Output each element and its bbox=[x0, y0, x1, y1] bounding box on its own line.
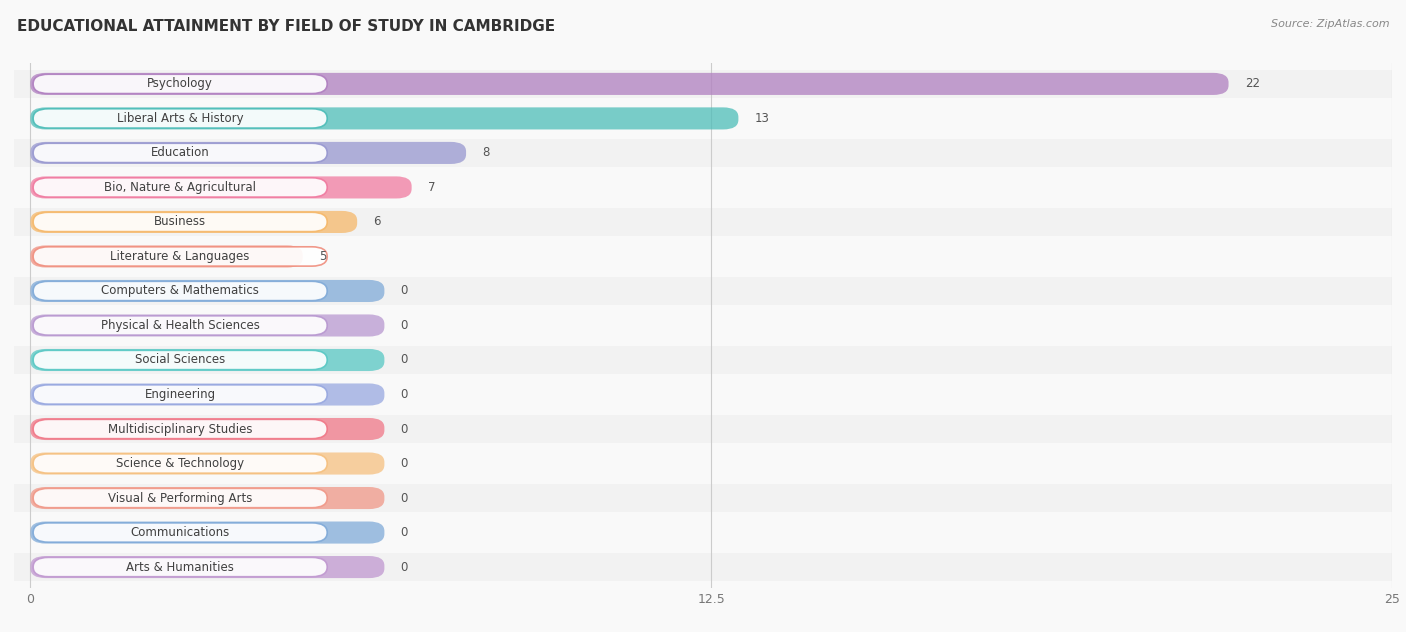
Text: Bio, Nature & Agricultural: Bio, Nature & Agricultural bbox=[104, 181, 256, 194]
Bar bbox=[14, 243, 1392, 270]
FancyBboxPatch shape bbox=[31, 142, 467, 164]
Bar bbox=[14, 208, 1392, 236]
Bar bbox=[14, 553, 1392, 581]
FancyBboxPatch shape bbox=[34, 420, 328, 439]
Bar bbox=[14, 380, 1392, 408]
Text: 13: 13 bbox=[755, 112, 769, 125]
Text: Physical & Health Sciences: Physical & Health Sciences bbox=[101, 319, 260, 332]
FancyBboxPatch shape bbox=[31, 384, 384, 406]
Text: Liberal Arts & History: Liberal Arts & History bbox=[117, 112, 243, 125]
Text: 0: 0 bbox=[401, 561, 408, 574]
FancyBboxPatch shape bbox=[31, 349, 384, 371]
Text: Literature & Languages: Literature & Languages bbox=[111, 250, 250, 263]
FancyBboxPatch shape bbox=[31, 556, 384, 578]
FancyBboxPatch shape bbox=[34, 212, 328, 231]
Bar bbox=[14, 519, 1392, 546]
Text: Science & Technology: Science & Technology bbox=[117, 457, 245, 470]
Bar bbox=[14, 312, 1392, 339]
FancyBboxPatch shape bbox=[34, 281, 328, 301]
Text: 0: 0 bbox=[401, 319, 408, 332]
Text: 22: 22 bbox=[1244, 77, 1260, 90]
FancyBboxPatch shape bbox=[31, 453, 384, 475]
FancyBboxPatch shape bbox=[34, 178, 328, 197]
FancyBboxPatch shape bbox=[34, 350, 328, 370]
Text: 0: 0 bbox=[401, 284, 408, 298]
FancyBboxPatch shape bbox=[34, 246, 328, 266]
Text: 6: 6 bbox=[374, 216, 381, 228]
Text: 7: 7 bbox=[427, 181, 436, 194]
Text: 0: 0 bbox=[401, 492, 408, 504]
Bar bbox=[14, 450, 1392, 477]
Text: 0: 0 bbox=[401, 388, 408, 401]
FancyBboxPatch shape bbox=[31, 521, 384, 544]
FancyBboxPatch shape bbox=[31, 315, 384, 336]
Text: Social Sciences: Social Sciences bbox=[135, 353, 225, 367]
FancyBboxPatch shape bbox=[34, 557, 328, 577]
FancyBboxPatch shape bbox=[31, 418, 384, 440]
FancyBboxPatch shape bbox=[31, 245, 302, 267]
FancyBboxPatch shape bbox=[34, 523, 328, 542]
Text: Arts & Humanities: Arts & Humanities bbox=[127, 561, 235, 574]
Text: Business: Business bbox=[155, 216, 207, 228]
Bar bbox=[14, 415, 1392, 443]
Bar bbox=[14, 174, 1392, 201]
Text: 5: 5 bbox=[319, 250, 326, 263]
Text: Psychology: Psychology bbox=[148, 77, 214, 90]
Bar bbox=[14, 346, 1392, 374]
Text: Multidisciplinary Studies: Multidisciplinary Studies bbox=[108, 423, 253, 435]
Text: 0: 0 bbox=[401, 457, 408, 470]
Text: Source: ZipAtlas.com: Source: ZipAtlas.com bbox=[1271, 19, 1389, 29]
FancyBboxPatch shape bbox=[31, 176, 412, 198]
Text: 8: 8 bbox=[482, 147, 489, 159]
Bar bbox=[14, 139, 1392, 167]
FancyBboxPatch shape bbox=[31, 280, 384, 302]
Text: Engineering: Engineering bbox=[145, 388, 215, 401]
FancyBboxPatch shape bbox=[34, 385, 328, 404]
FancyBboxPatch shape bbox=[34, 109, 328, 128]
Text: EDUCATIONAL ATTAINMENT BY FIELD OF STUDY IN CAMBRIDGE: EDUCATIONAL ATTAINMENT BY FIELD OF STUDY… bbox=[17, 19, 555, 34]
Bar bbox=[14, 105, 1392, 132]
Bar bbox=[14, 70, 1392, 98]
Text: Visual & Performing Arts: Visual & Performing Arts bbox=[108, 492, 252, 504]
Text: 0: 0 bbox=[401, 423, 408, 435]
FancyBboxPatch shape bbox=[31, 73, 1229, 95]
Bar bbox=[14, 277, 1392, 305]
Text: 0: 0 bbox=[401, 353, 408, 367]
FancyBboxPatch shape bbox=[31, 211, 357, 233]
FancyBboxPatch shape bbox=[31, 487, 384, 509]
Text: 0: 0 bbox=[401, 526, 408, 539]
FancyBboxPatch shape bbox=[34, 454, 328, 473]
Text: Computers & Mathematics: Computers & Mathematics bbox=[101, 284, 259, 298]
FancyBboxPatch shape bbox=[34, 143, 328, 162]
FancyBboxPatch shape bbox=[31, 107, 738, 130]
FancyBboxPatch shape bbox=[34, 316, 328, 335]
Bar bbox=[14, 484, 1392, 512]
Text: Communications: Communications bbox=[131, 526, 229, 539]
Text: Education: Education bbox=[150, 147, 209, 159]
FancyBboxPatch shape bbox=[34, 489, 328, 507]
FancyBboxPatch shape bbox=[34, 74, 328, 94]
